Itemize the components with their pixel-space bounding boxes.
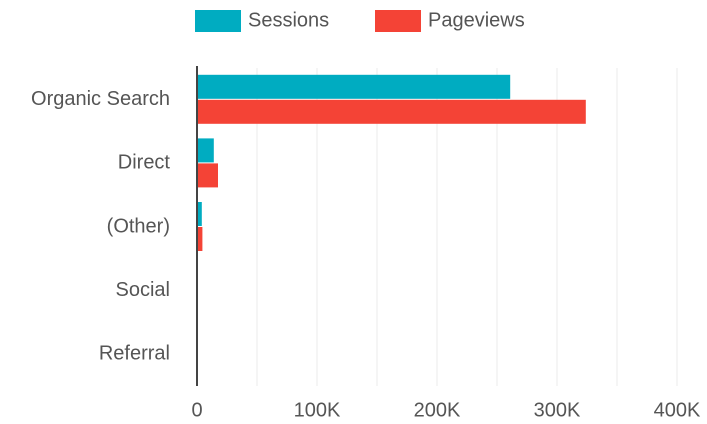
bar: [197, 202, 202, 226]
y-tick-label: Direct: [118, 152, 171, 174]
x-tick-label: 300K: [534, 399, 581, 421]
legend-label: Sessions: [248, 9, 329, 31]
legend-swatch: [195, 10, 241, 32]
bar: [197, 138, 214, 163]
x-tick-label: 0: [191, 399, 202, 421]
y-tick-label: Organic Search: [31, 88, 170, 110]
bar: [197, 227, 203, 251]
y-tick-label: Social: [116, 279, 170, 301]
bar: [197, 74, 511, 99]
x-tick-label: 100K: [294, 399, 341, 421]
y-tick-label: Referral: [99, 342, 170, 364]
y-tick-label: (Other): [107, 215, 170, 237]
legend-swatch: [375, 10, 421, 32]
bar: [197, 163, 218, 188]
legend-label: Pageviews: [428, 9, 525, 31]
bar: [197, 99, 586, 124]
x-tick-label: 200K: [414, 399, 461, 421]
x-tick-label: 400K: [654, 399, 701, 421]
